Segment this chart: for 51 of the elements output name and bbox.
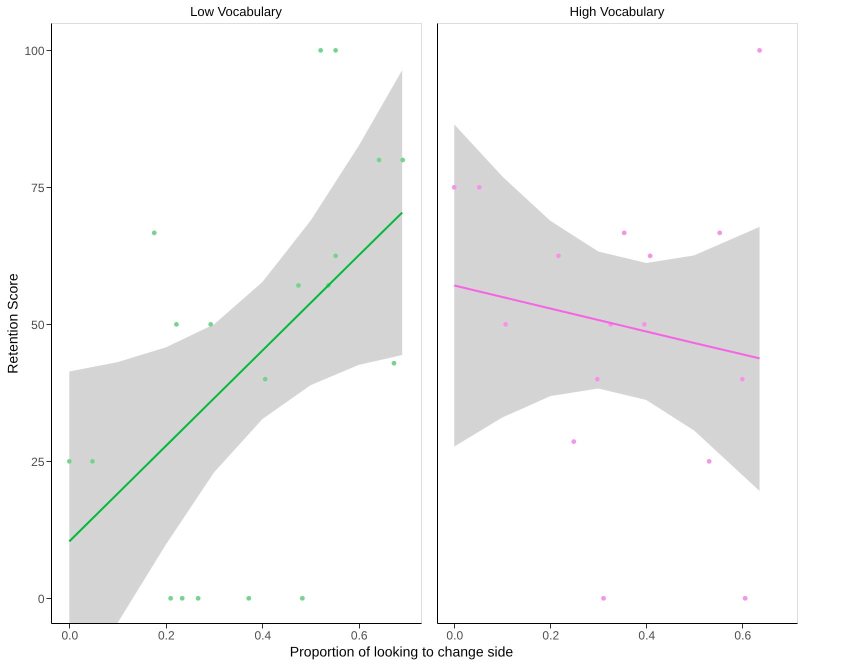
- y-tick-label: 100: [24, 44, 45, 58]
- point: [208, 322, 214, 327]
- point: [757, 48, 762, 53]
- point: [296, 283, 301, 288]
- chart-title: Low Vocabulary: [190, 4, 282, 19]
- point: [333, 254, 338, 258]
- point: [642, 322, 647, 327]
- point: [556, 254, 561, 258]
- point: [152, 230, 157, 236]
- y-tick-label: 75: [31, 180, 45, 195]
- x-tick-label: 0.2: [158, 628, 175, 642]
- chart-title: High Vocabulary: [570, 4, 665, 19]
- point: [706, 459, 712, 464]
- point: [376, 158, 382, 162]
- x-tick-label: 0.4: [254, 628, 272, 642]
- point: [300, 596, 305, 601]
- y-axis-title: Retention Score: [4, 273, 20, 374]
- point: [66, 459, 72, 464]
- point: [452, 185, 457, 190]
- point: [622, 230, 627, 236]
- point: [318, 48, 324, 53]
- y-tick-label: 25: [31, 454, 45, 469]
- point: [476, 185, 482, 190]
- point: [90, 459, 95, 464]
- x-axis-title: Proportion of looking to change side: [290, 644, 514, 660]
- line-series: [68, 212, 404, 542]
- point: [742, 596, 748, 601]
- point: [648, 254, 652, 258]
- x-tick-label: 0.2: [542, 628, 560, 642]
- y-tick-label: 50: [31, 318, 45, 332]
- x-tick-label: 0.4: [638, 628, 656, 642]
- point: [400, 158, 406, 162]
- x-tick-label: 0.0: [61, 628, 78, 642]
- point: [392, 360, 396, 366]
- point: [196, 596, 200, 601]
- point: [262, 376, 268, 382]
- point: [717, 230, 722, 236]
- point: [180, 596, 185, 601]
- x-tick-label: 0.6: [350, 628, 368, 642]
- point: [601, 596, 606, 601]
- y-tick-label: 0: [38, 592, 45, 606]
- point: [174, 322, 179, 327]
- point: [168, 596, 173, 601]
- point: [246, 596, 252, 601]
- x-tick-label: 0.0: [446, 628, 464, 642]
- point: [594, 376, 600, 382]
- point: [740, 376, 745, 382]
- point: [571, 439, 576, 444]
- point: [333, 48, 338, 53]
- x-tick-label: 0.6: [734, 628, 752, 642]
- point: [503, 322, 508, 327]
